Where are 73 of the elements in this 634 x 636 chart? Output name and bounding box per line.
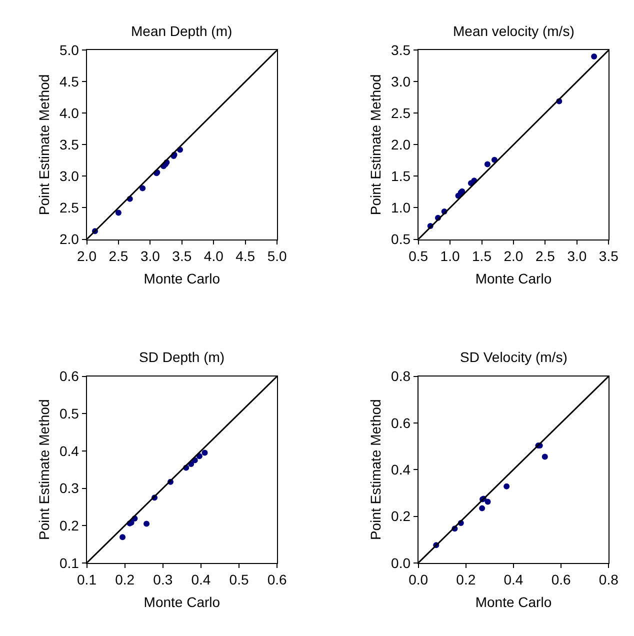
y-axis-title: Point Estimate Method	[36, 399, 52, 540]
chart-title: SD Velocity (m/s)	[460, 349, 568, 365]
y-axis-title: Point Estimate Method	[368, 74, 384, 216]
x-tick-label: 2.0	[77, 248, 97, 264]
y-tick-label: 0.4	[59, 442, 80, 459]
x-axis-title: Monte Carlo	[475, 594, 552, 610]
y-tick-label: 3.0	[59, 168, 80, 184]
point	[202, 450, 208, 456]
y-tick-label: 2.0	[59, 231, 80, 248]
x-tick-label: 4.0	[204, 248, 224, 264]
x-tick-label: 1.0	[440, 248, 460, 264]
y-tick-label: 2.5	[391, 105, 411, 122]
y-tick-label: 3.0	[391, 74, 411, 90]
x-tick-label: 4.5	[236, 248, 256, 264]
x-tick-label: 2.5	[108, 248, 128, 264]
y-tick-label: 0.5	[391, 231, 411, 248]
point	[484, 498, 491, 505]
x-axis-title: Monte Carlo	[144, 594, 220, 610]
point	[504, 483, 510, 490]
x-tick-label: 0.6	[267, 572, 288, 588]
x-tick-label: 1.5	[472, 248, 492, 264]
y-tick-label: 2.0	[391, 136, 411, 153]
x-tick-label: 0.1	[77, 572, 97, 588]
x-tick-label: 0.4	[191, 572, 211, 588]
point	[115, 210, 122, 216]
x-tick-label: 0.4	[504, 572, 524, 588]
x-tick-label: 3.5	[172, 248, 192, 264]
y-tick-label: 3.5	[59, 136, 80, 153]
point	[484, 161, 490, 168]
y-tick-label: 2.5	[59, 200, 80, 216]
point	[542, 454, 548, 460]
x-tick-label: 0.8	[598, 572, 619, 588]
y-tick-label: 0.2	[391, 508, 411, 524]
y-tick-label: 0.1	[59, 554, 80, 571]
x-tick-label: 5.0	[267, 248, 288, 264]
y-axis-title: Point Estimate Method	[36, 74, 52, 216]
y-tick-label: 4.0	[59, 105, 80, 122]
x-tick-label: 3.0	[567, 248, 587, 264]
chart-title: Mean velocity (m/s)	[453, 23, 574, 39]
y-tick-label: 0.4	[391, 461, 411, 478]
x-tick-label: 2.0	[504, 248, 524, 264]
y-tick-label: 0.2	[59, 517, 80, 534]
point	[120, 534, 126, 540]
y-tick-label: 0.3	[59, 480, 80, 496]
x-tick-label: 2.5	[535, 248, 556, 264]
y-tick-label: 3.5	[391, 42, 411, 58]
y-tick-label: 0.5	[59, 406, 80, 422]
y-axis-title: Point Estimate Method	[368, 399, 384, 540]
x-tick-label: 3.0	[140, 248, 160, 264]
y-tick-label: 0.6	[59, 368, 80, 384]
x-tick-label: 0.3	[153, 572, 173, 588]
x-tick-label: 0.0	[408, 572, 428, 588]
y-tick-label: 1.5	[391, 168, 411, 184]
y-tick-label: 5.0	[59, 42, 80, 58]
y-tick-label: 4.5	[59, 74, 80, 90]
point	[140, 185, 146, 192]
x-axis-title: Monte Carlo	[475, 270, 552, 286]
x-tick-label: 0.5	[229, 572, 249, 588]
x-tick-label: 0.2	[456, 572, 476, 588]
chart-title: SD Depth (m)	[139, 349, 225, 365]
x-tick-label: 0.6	[551, 572, 571, 588]
point	[144, 520, 150, 527]
point	[591, 53, 598, 60]
x-axis-title: Monte Carlo	[144, 270, 220, 286]
y-tick-label: 0.0	[391, 554, 411, 571]
y-tick-label: 0.8	[391, 368, 411, 384]
x-tick-label: 0.2	[115, 572, 135, 588]
x-tick-label: 0.5	[408, 248, 428, 264]
chart-title: Mean Depth (m)	[131, 23, 232, 39]
x-tick-label: 3.5	[598, 248, 619, 264]
y-tick-label: 1.0	[391, 200, 411, 216]
y-tick-label: 0.6	[391, 414, 411, 431]
point	[479, 505, 486, 512]
